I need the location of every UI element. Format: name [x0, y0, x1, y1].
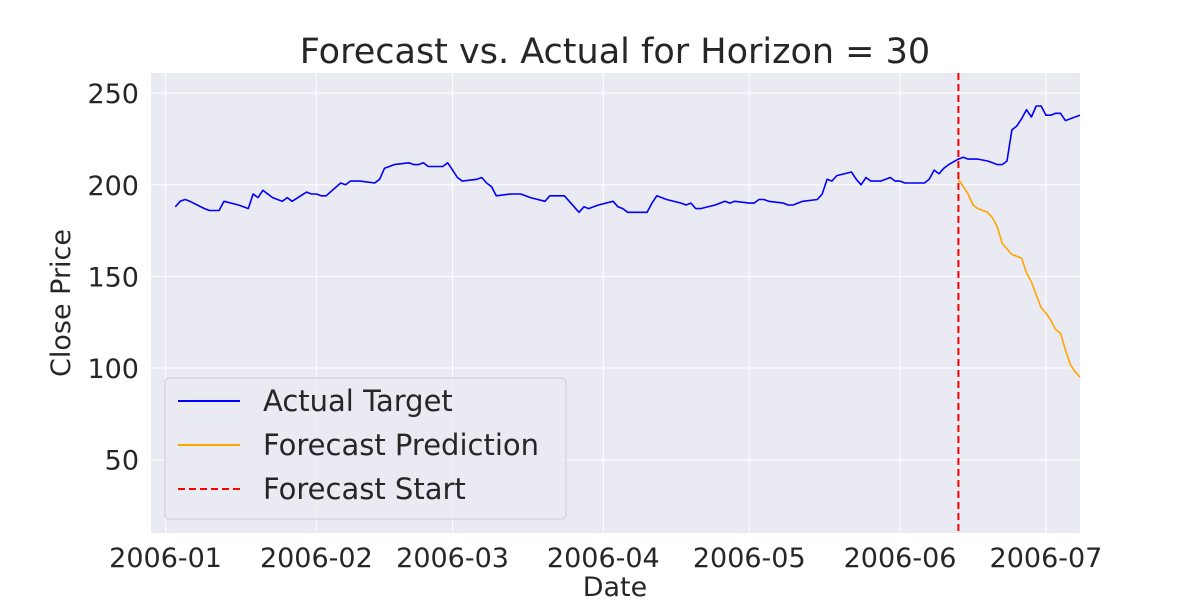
y-axis-title: Close Price	[46, 229, 77, 377]
legend-label-forecast-start: Forecast Start	[263, 472, 466, 506]
chart-title: Forecast vs. Actual for Horizon = 30	[300, 32, 930, 72]
y-tick-label: 150	[87, 262, 139, 293]
y-tick-label: 250	[87, 79, 139, 110]
x-tick-label: 2006-04	[547, 543, 660, 574]
legend-label-forecast: Forecast Prediction	[263, 428, 539, 462]
x-axis-title: Date	[583, 572, 648, 600]
x-tick-label: 2006-07	[990, 543, 1103, 574]
y-tick-label: 50	[105, 446, 139, 477]
actual-target-line	[174, 105, 1081, 214]
series-lines	[174, 73, 1081, 533]
forecast-prediction-line	[957, 178, 1081, 378]
x-tick-label: 2006-05	[693, 543, 806, 574]
x-tick-label: 2006-03	[396, 543, 509, 574]
x-tick-label: 2006-02	[260, 543, 373, 574]
x-axis-ticks: 2006-01 2006-02 2006-03 2006-04 2006-05 2006-…	[109, 543, 1102, 574]
y-tick-label: 200	[87, 171, 139, 202]
legend-label-actual: Actual Target	[263, 384, 453, 418]
legend: Actual Target Forecast Prediction Foreca…	[164, 377, 567, 520]
x-tick-label: 2006-01	[109, 543, 222, 574]
legend-box	[164, 377, 567, 520]
y-axis-ticks: 50 100 150 200 250	[87, 79, 139, 477]
y-tick-label: 100	[87, 354, 139, 385]
x-tick-label: 2006-06	[844, 543, 957, 574]
